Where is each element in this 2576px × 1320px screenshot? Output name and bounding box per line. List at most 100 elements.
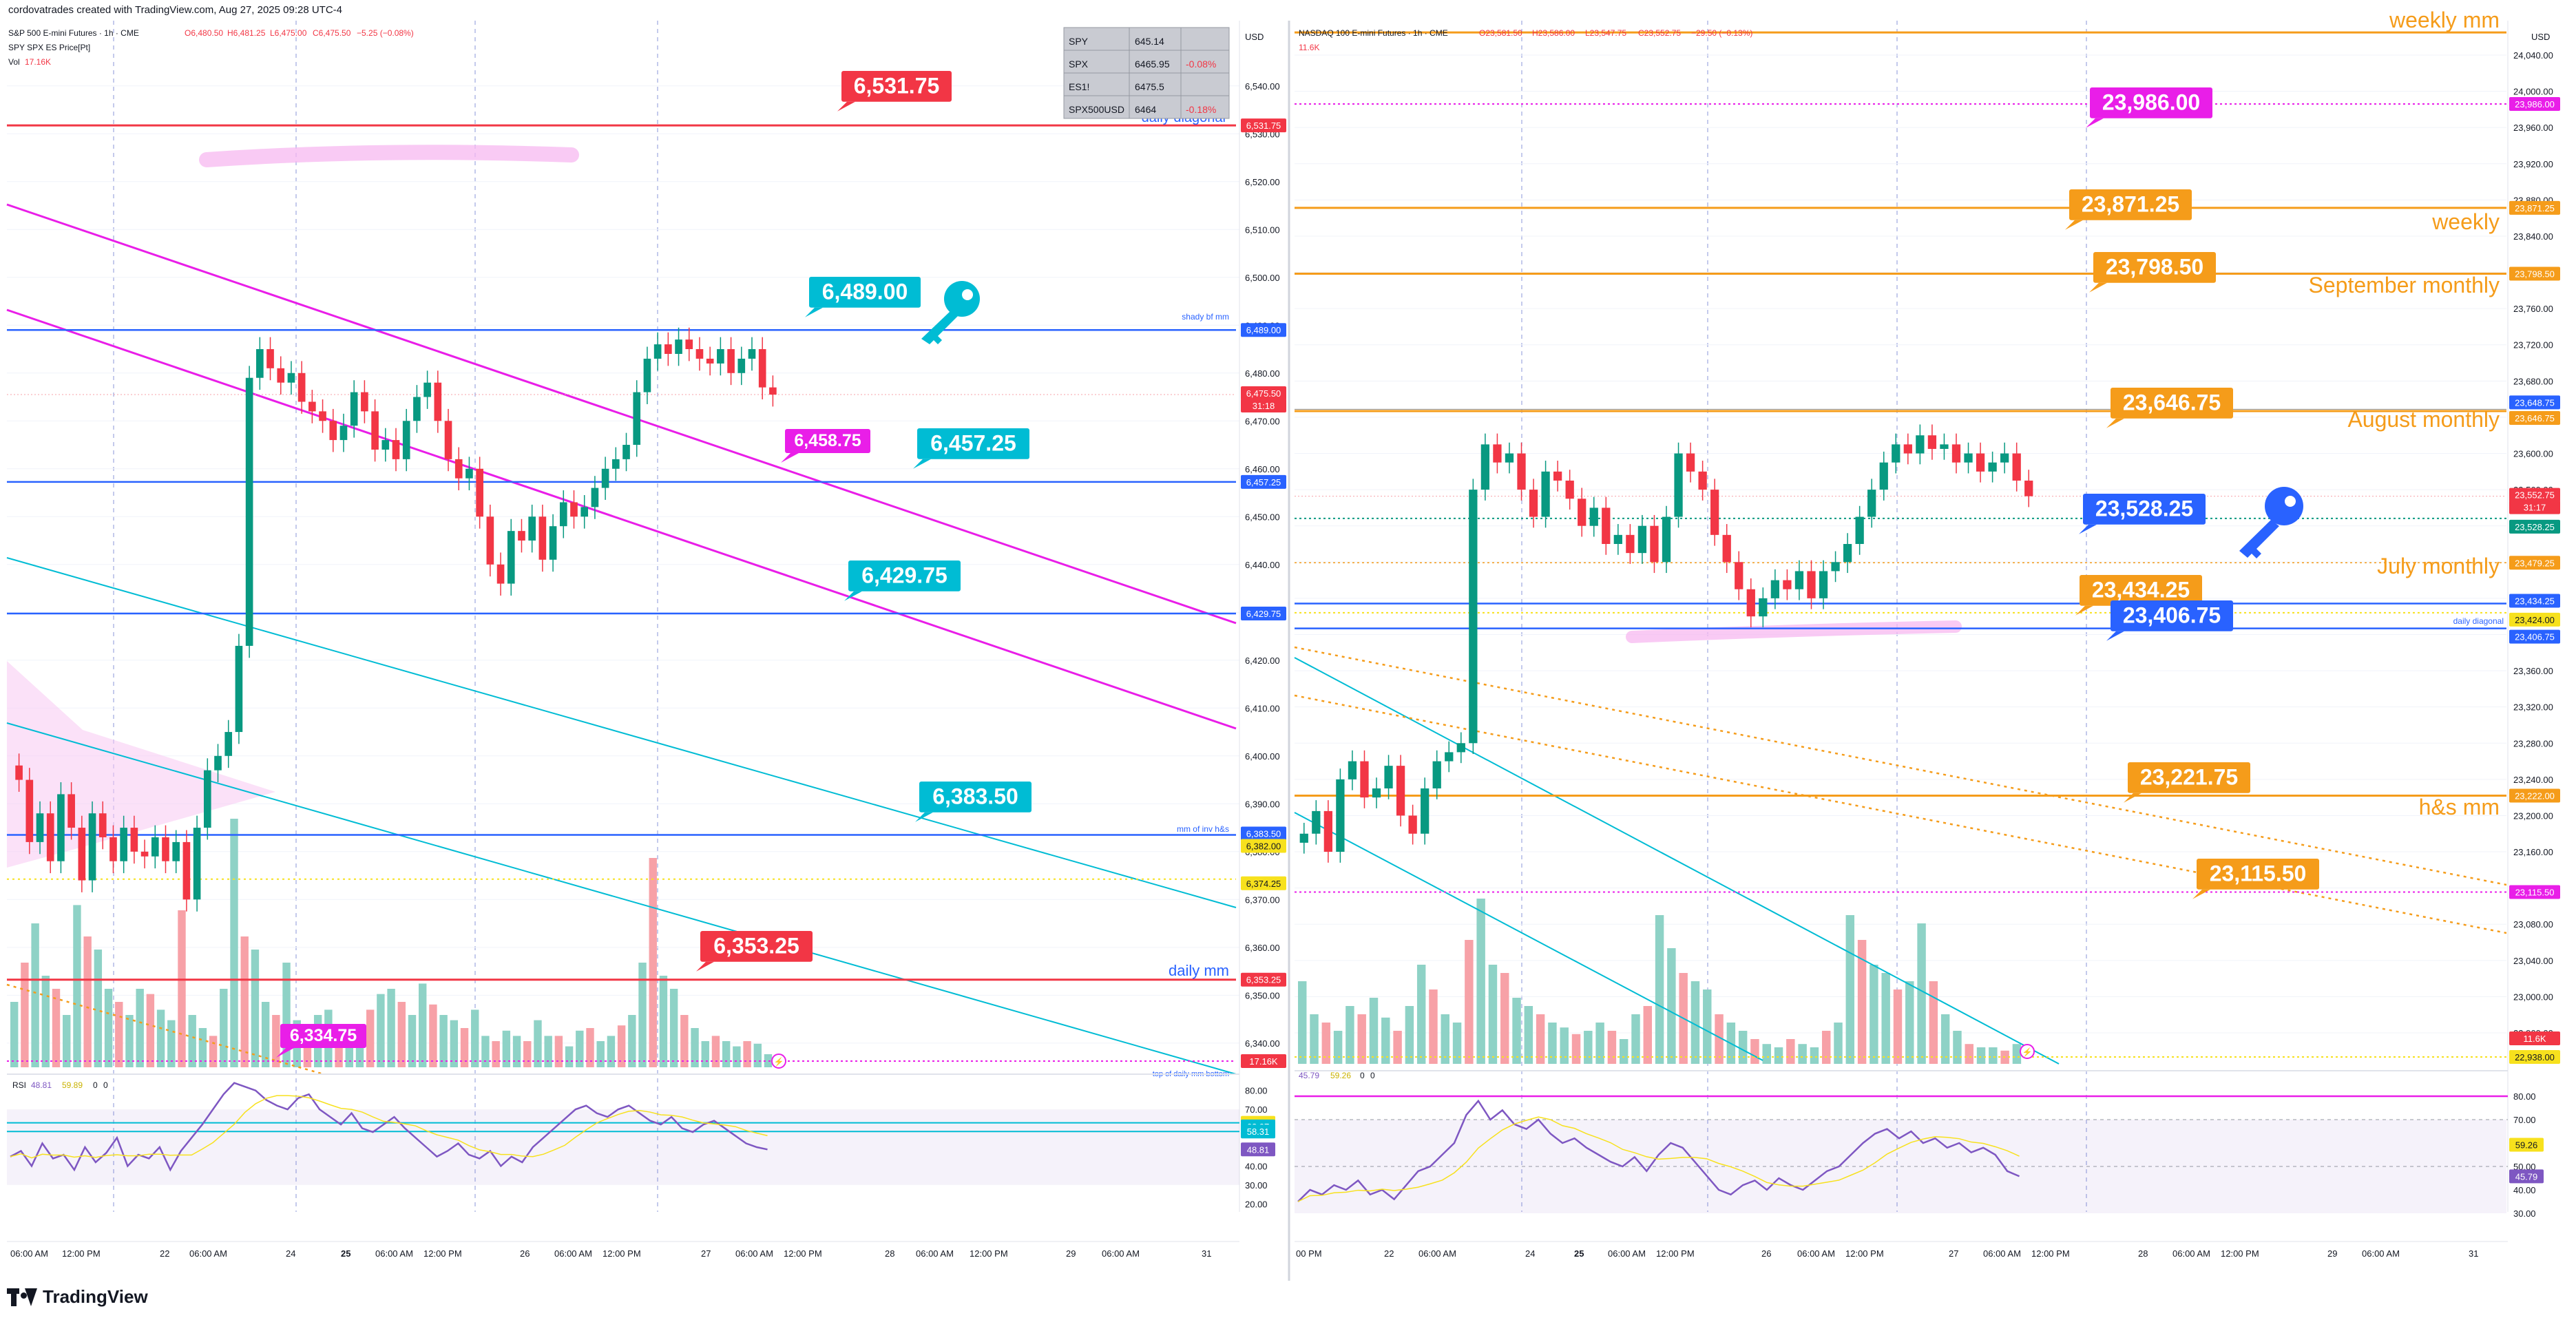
- left-candle-body: [287, 373, 295, 383]
- right-chart[interactable]: 23,986.00 23,871.25 23,798.50 23,646.75 23,5…: [1294, 8, 2560, 1259]
- left-candle-body: [413, 397, 421, 421]
- watchlist-widget[interactable]: SPY 645.14 SPX 6465.95 -0.08% ES1! 6475.5 SPX50…: [1063, 27, 1230, 119]
- right-candle-body: [1396, 766, 1405, 816]
- left-volume-bar: [167, 1020, 176, 1067]
- left-candle-body: [162, 837, 169, 861]
- tradingview-logo[interactable]: TradingView: [7, 1286, 148, 1308]
- left-axis-tick: 6,460.00: [1245, 464, 1280, 474]
- key-icon-hole: [2285, 496, 2296, 507]
- left-volume-bar: [209, 1036, 218, 1067]
- right-price-axis[interactable]: 24,040.00 24,000.00 23,960.00 23,920.00 23,8…: [2507, 21, 2560, 1212]
- left-level-callout-box: [785, 429, 870, 453]
- right-axis-tick: 23,600.00: [2513, 449, 2553, 459]
- left-time-axis[interactable]: 06:00 AM 12:00 PM 22 06:00 AM 24 25 06:00 AM 12…: [7, 1241, 1239, 1259]
- left-time-label: 06:00 AM: [1102, 1248, 1140, 1259]
- left-candle-body: [214, 755, 222, 771]
- right-axis-tick: 23,240.00: [2513, 775, 2553, 785]
- left-legend[interactable]: S&P 500 E-mini Futures · 1h · CME O6,480…: [8, 28, 1264, 67]
- left-candle-body: [392, 440, 400, 459]
- key-icon-shaft: [2239, 520, 2279, 558]
- tradingview-logo-icon: [7, 1288, 37, 1306]
- right-level-callout-pointer: [2075, 605, 2093, 616]
- right-time-label: 00 PM: [1296, 1248, 1322, 1259]
- left-level-callout-box: [917, 428, 1029, 459]
- left-level-callout-box: [919, 782, 1032, 813]
- right-axis-badge-text: 23,479.25: [2515, 558, 2555, 568]
- left-change: −5.25 (−0.08%): [357, 28, 414, 38]
- right-candle-body: [1650, 525, 1659, 563]
- left-level-callout-box: [280, 1024, 366, 1048]
- right-axis-tick: 23,760.00: [2513, 304, 2553, 314]
- left-channel-lower: [6, 308, 1237, 730]
- right-vol-value: 11.6K: [1299, 43, 1319, 52]
- right-volume-bar: [1524, 1006, 1533, 1064]
- left-rsi-line: [10, 1082, 768, 1172]
- left-volume-bar: [10, 1002, 19, 1067]
- right-time-label: 06:00 AM: [1797, 1248, 1835, 1259]
- left-volume-bar: [439, 1015, 448, 1067]
- left-volume-bar: [711, 1036, 720, 1067]
- right-volume-bar: [1333, 1031, 1343, 1064]
- left-label-daily-mm: daily mm: [1169, 962, 1229, 979]
- right-time-label: 06:00 AM: [2362, 1248, 2400, 1259]
- right-rsi-pane[interactable]: 45.7959.260080.0070.0060.0050.0040.0030.…: [1295, 1070, 2544, 1219]
- left-axis-badge: [1241, 118, 1286, 133]
- left-chart[interactable]: 6,531.75 6,489.00 6,458.75 6,457.25 6,429.75…: [6, 21, 1286, 1259]
- left-axis-badge: [1241, 607, 1286, 621]
- right-axis-badge-text: 23,798.50: [2515, 269, 2555, 280]
- right-rsi-ma-value: 59.26: [1330, 1071, 1351, 1080]
- left-level-callout-pointer: [844, 591, 862, 601]
- right-axis-badge: [2509, 97, 2560, 111]
- left-candle-body: [737, 358, 746, 373]
- left-rsi-pane[interactable]: RSI48.8159.890080.0070.0060.0050.0040.00…: [7, 1073, 1275, 1209]
- right-volume-bar: [1345, 1006, 1354, 1064]
- right-candle-body: [1831, 562, 1840, 572]
- right-volume-bar: [1774, 1047, 1783, 1064]
- right-volume-bar: [1571, 1034, 1581, 1064]
- right-level-callout-box: [2093, 252, 2216, 283]
- right-axis-badge: [2509, 488, 2560, 502]
- left-candle-body: [675, 339, 682, 354]
- right-legend[interactable]: NASDAQ 100 E-mini Futures · 1h · CME O23…: [1299, 28, 2550, 52]
- left-candle-body: [130, 828, 138, 852]
- right-level-callout-text: 23,434.25: [2092, 577, 2190, 602]
- left-candle-body: [266, 349, 274, 368]
- left-axis-tick: 6,350.00: [1245, 990, 1280, 1001]
- left-price-axis[interactable]: 6,540.006,530.006,520.006,510.006,500.00…: [1239, 21, 1286, 1212]
- right-volume-bar: [1881, 973, 1890, 1064]
- left-candle-body: [109, 837, 117, 861]
- right-candle-body: [1480, 444, 1490, 490]
- left-candle-body: [518, 531, 525, 541]
- right-event-icon-glyph: ⚡: [2022, 1047, 2033, 1057]
- left-candle-body: [507, 531, 515, 584]
- left-level-callout-text: 6,458.75: [794, 431, 861, 450]
- right-axis-badge-text: 23,986.00: [2515, 99, 2555, 109]
- left-candle-body: [465, 468, 473, 479]
- right-grid: [1295, 21, 2506, 1212]
- right-volume-bar: [1750, 1039, 1759, 1064]
- left-candle-body: [402, 421, 410, 459]
- right-volume-bar: [1845, 915, 1855, 1064]
- right-level-callout-text: 23,798.50: [2106, 254, 2203, 279]
- left-axis-tick: 6,450.00: [1245, 512, 1280, 522]
- right-axis-badge-text: 23,648.75: [2515, 397, 2555, 408]
- right-level-callout-text: 23,406.75: [2123, 603, 2221, 627]
- left-open: O6,480.50: [185, 28, 223, 38]
- left-volume-bar: [733, 1046, 741, 1067]
- left-axis-badge: [1241, 323, 1286, 337]
- right-volume-bar: [1631, 1014, 1640, 1064]
- left-candle-body: [277, 368, 285, 383]
- key-icon-shaft: [921, 311, 959, 344]
- left-volume-bar: [261, 1002, 270, 1067]
- left-time-label: 27: [701, 1248, 711, 1259]
- right-time-axis[interactable]: 00 PM 22 06:00 AM 24 25 06:00 AM 12:00 PM 26 06:…: [1295, 1241, 2508, 1259]
- right-label-weekly-mm: weekly mm: [2389, 8, 2500, 32]
- right-level-callout-box: [2080, 575, 2202, 606]
- right-candle-body: [1927, 435, 1937, 449]
- left-rsi-ma: [10, 1095, 768, 1159]
- left-time-label: 28: [885, 1248, 894, 1259]
- right-level-callout-box: [2069, 189, 2192, 220]
- right-candle-body: [1469, 490, 1478, 744]
- right-annotations: 23,986.00 23,871.25 23,798.50 23,646.75 23,5…: [2020, 8, 2504, 1059]
